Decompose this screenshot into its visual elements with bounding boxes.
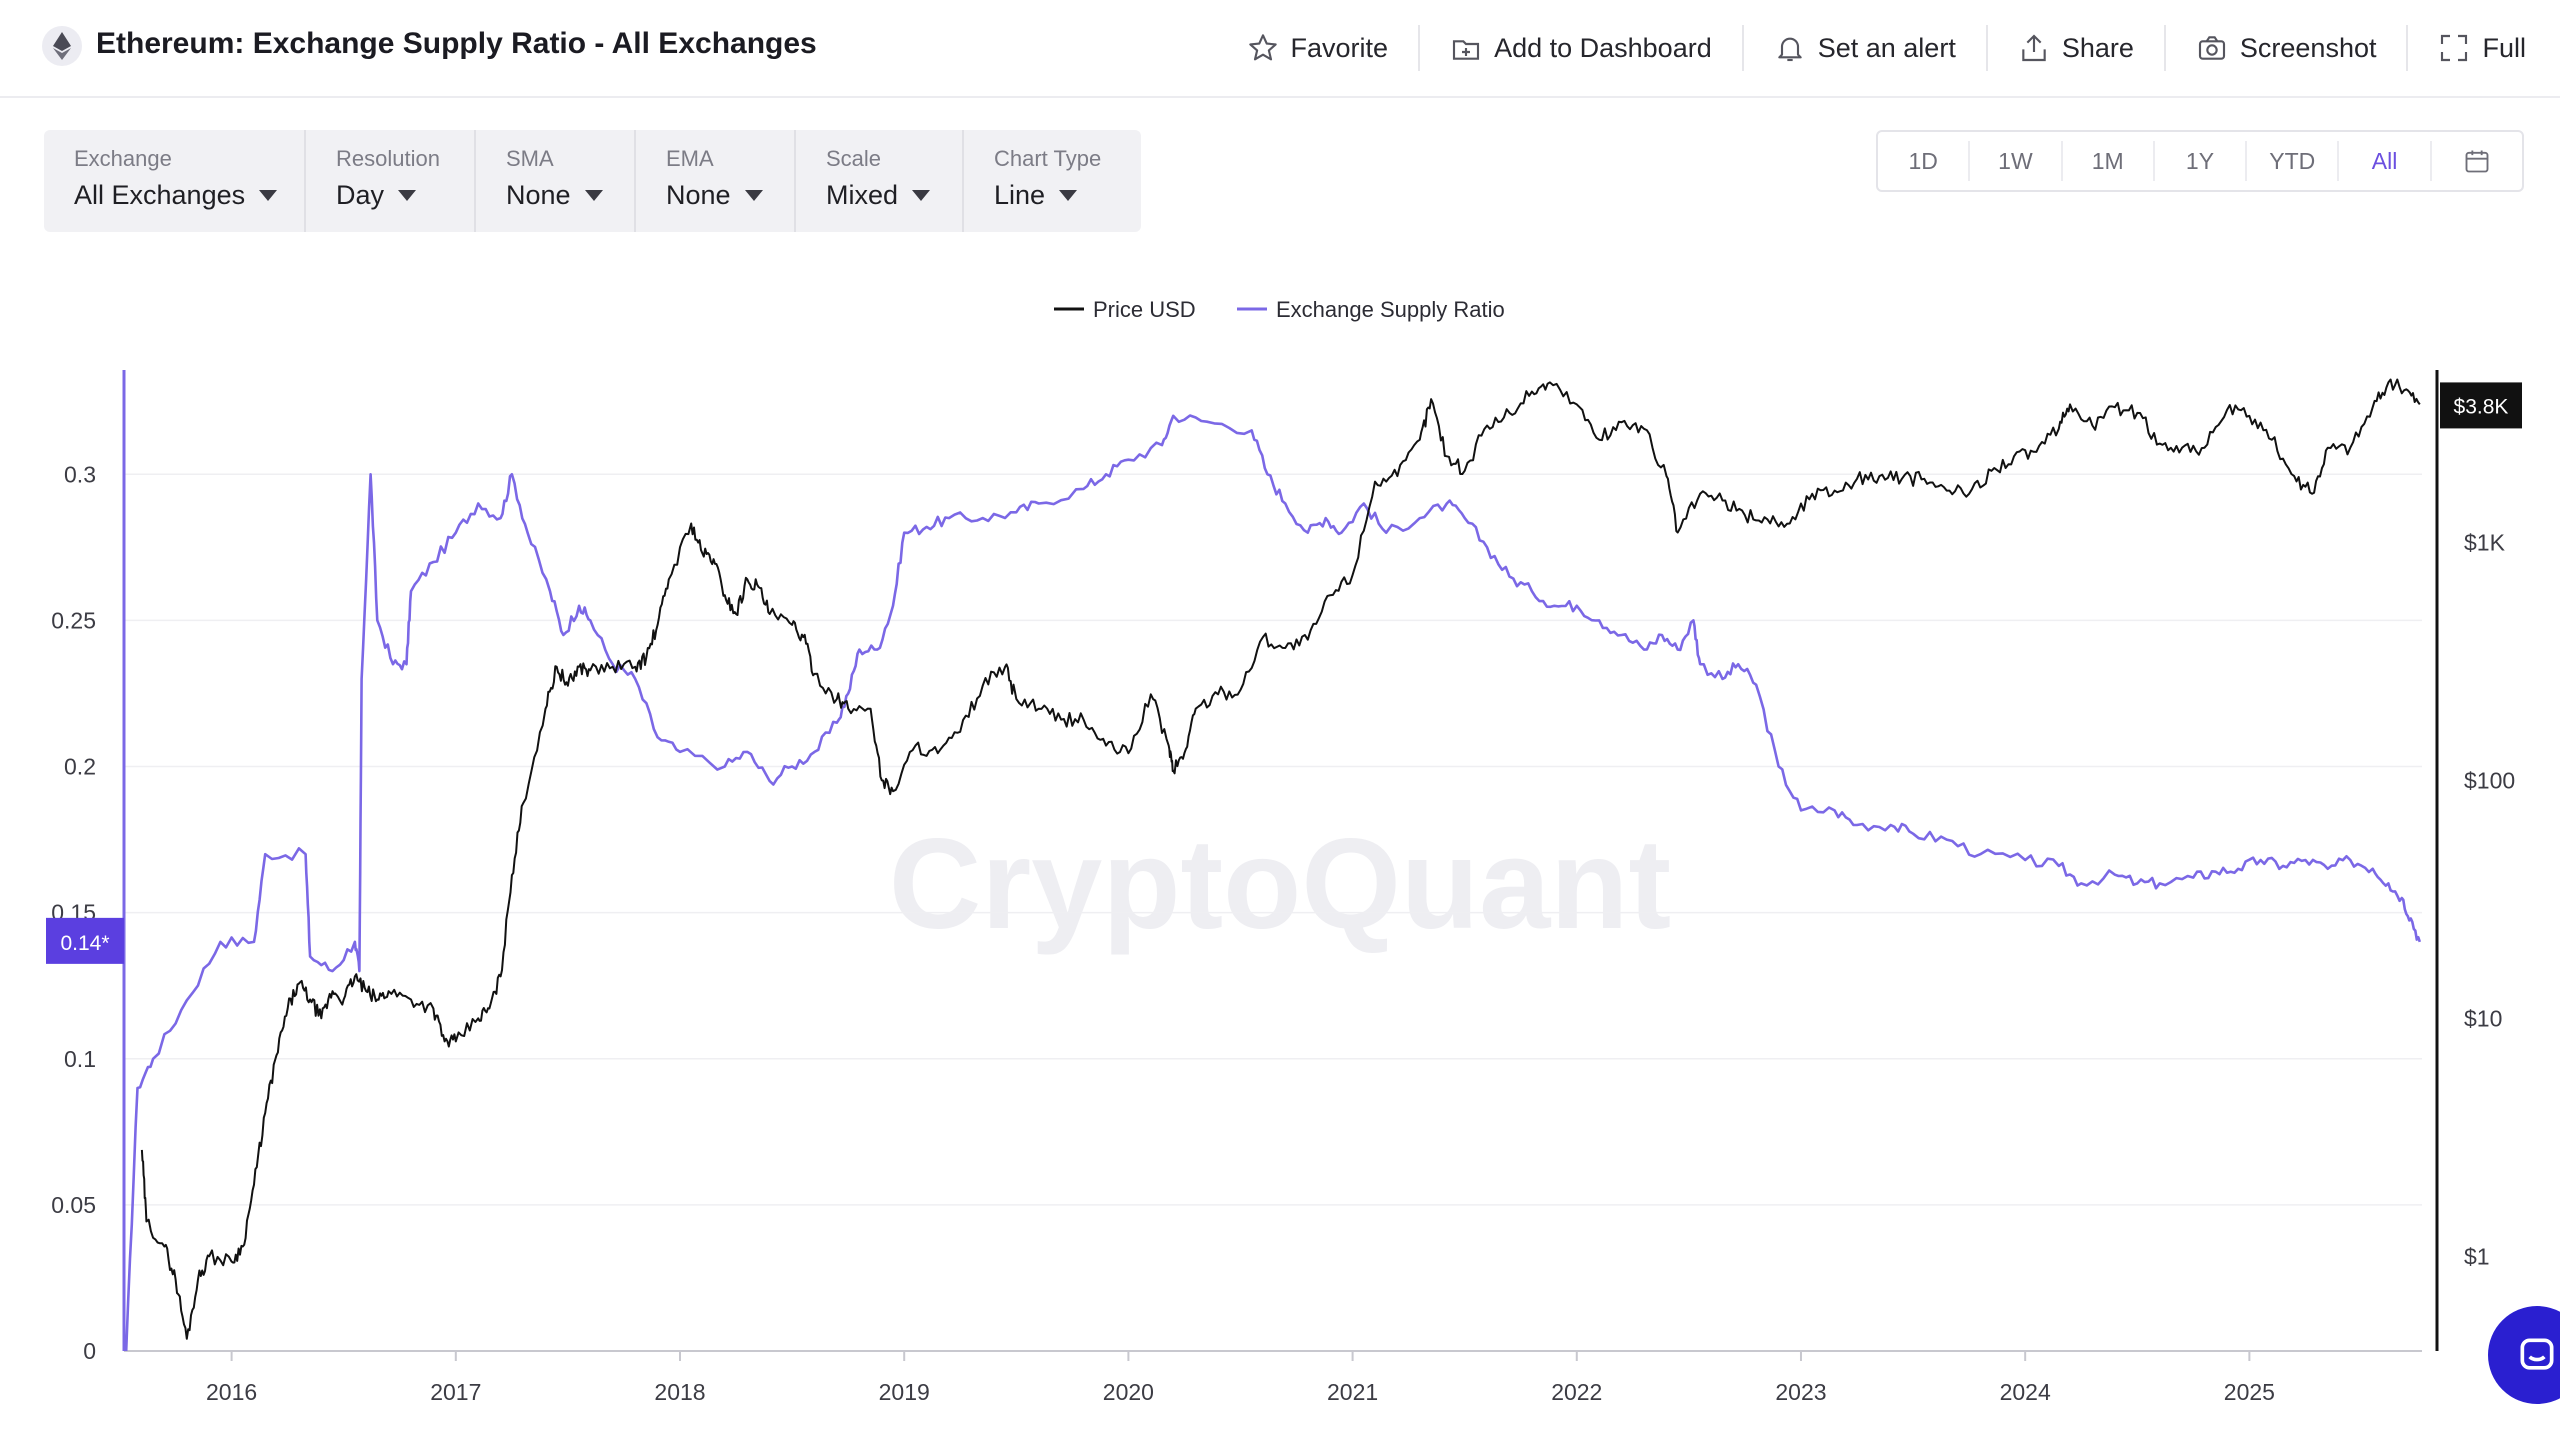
caret-down-icon — [1059, 190, 1078, 201]
scale-select-label: Scale — [826, 146, 882, 171]
set-alert-label: Set an alert — [1817, 32, 1956, 63]
chat-icon — [2520, 1338, 2554, 1370]
exchange-select-value: All Exchanges — [74, 180, 246, 210]
calendar-button[interactable] — [2432, 141, 2522, 181]
left-axis-tick-label: 0 — [83, 1338, 96, 1364]
share-icon — [2022, 34, 2046, 62]
x-axis-tick-label: 2023 — [1775, 1379, 1826, 1405]
share-label: Share — [2061, 32, 2134, 63]
caret-down-icon — [912, 190, 931, 201]
favorite-button[interactable]: Favorite — [1217, 25, 1421, 71]
chart-type-select-label: Chart Type — [994, 146, 1102, 171]
time-range-selector: 1D 1W 1M 1Y YTD All — [1876, 130, 2524, 192]
left-axis-tick-label: 0.3 — [64, 461, 96, 487]
x-axis-tick-label: 2018 — [654, 1379, 705, 1405]
sma-select-label: SMA — [506, 146, 554, 171]
exchange-select-label: Exchange — [74, 146, 172, 171]
right-axis-tick-label: $10 — [2464, 1005, 2502, 1031]
right-axis-tick-label: $1 — [2464, 1243, 2490, 1269]
x-axis-tick-label: 2019 — [879, 1379, 930, 1405]
chart-type-select-value: Line — [994, 180, 1046, 210]
current-ratio-badge-label: 0.14* — [60, 932, 109, 955]
screenshot-button[interactable]: Screenshot — [2166, 25, 2409, 71]
sma-select-value: None — [506, 180, 571, 210]
scale-select[interactable]: Scale Mixed — [796, 130, 964, 232]
range-all-button[interactable]: All — [2339, 141, 2432, 181]
legend-price-label: Price USD — [1093, 297, 1196, 322]
star-icon — [1248, 34, 1277, 61]
scale-select-value: Mixed — [826, 180, 899, 210]
chart-type-select[interactable]: Chart Type Line — [964, 130, 1141, 232]
range-1y-button[interactable]: 1Y — [2155, 141, 2248, 181]
range-1m-button[interactable]: 1M — [2063, 141, 2155, 181]
left-axis-tick-label: 0.2 — [64, 754, 96, 780]
favorite-label: Favorite — [1290, 32, 1389, 63]
watermark: CryptoQuant — [889, 813, 1671, 956]
resolution-select-label: Resolution — [336, 146, 440, 171]
share-button[interactable]: Share — [1988, 25, 2166, 71]
ema-select-label: EMA — [666, 146, 714, 171]
x-axis-tick-label: 2021 — [1327, 1379, 1378, 1405]
price-usd-line — [140, 378, 2421, 1340]
left-axis-tick-label: 0.25 — [51, 607, 96, 633]
add-to-dashboard-button[interactable]: Add to Dashboard — [1420, 25, 1744, 71]
add-to-dashboard-label: Add to Dashboard — [1494, 32, 1712, 63]
caret-down-icon — [398, 190, 417, 201]
chart-controls: Exchange All Exchanges Resolution Day SM… — [44, 130, 1141, 232]
fullscreen-button[interactable]: Full — [2408, 25, 2560, 71]
caret-down-icon — [744, 190, 763, 201]
right-axis-tick-label: $100 — [2464, 767, 2515, 793]
exchange-supply-ratio-line — [124, 414, 2422, 1352]
current-price-badge — [2440, 382, 2522, 429]
sma-select[interactable]: SMA None — [476, 130, 636, 232]
bell-icon — [1778, 37, 1802, 62]
set-alert-button[interactable]: Set an alert — [1744, 25, 1988, 71]
top-bar: Ethereum: Exchange Supply Ratio - All Ex… — [0, 0, 2560, 98]
legend-ratio-label: Exchange Supply Ratio — [1276, 297, 1505, 322]
resolution-select-value: Day — [336, 180, 385, 210]
camera-icon — [2198, 36, 2225, 60]
page-title: Ethereum: Exchange Supply Ratio - All Ex… — [96, 27, 817, 60]
x-axis-tick-label: 2022 — [1551, 1379, 1602, 1405]
current-ratio-badge — [46, 917, 124, 964]
chat-support-button[interactable] — [2488, 1306, 2560, 1404]
dashboard-add-icon — [1453, 40, 1480, 60]
header-actions: Favorite Add to Dashboard Set an alert S… — [1217, 0, 2560, 96]
caret-down-icon — [584, 190, 603, 201]
range-ytd-button[interactable]: YTD — [2247, 141, 2340, 181]
left-axis-tick-label: 0.1 — [64, 1046, 96, 1072]
screenshot-label: Screenshot — [2239, 32, 2377, 63]
range-1w-button[interactable]: 1W — [1970, 141, 2063, 181]
calendar-icon — [2465, 150, 2489, 173]
resolution-select[interactable]: Resolution Day — [306, 130, 476, 232]
caret-down-icon — [259, 190, 278, 201]
left-axis-tick-label: 0.05 — [51, 1192, 96, 1218]
ema-select-value: None — [666, 180, 731, 210]
x-axis-tick-label: 2025 — [2224, 1379, 2275, 1405]
x-axis-tick-label: 2020 — [1103, 1379, 1154, 1405]
range-1d-button[interactable]: 1D — [1878, 141, 1971, 181]
fullscreen-icon — [2441, 34, 2468, 62]
current-price-badge-label: $3.8K — [2454, 395, 2509, 418]
fullscreen-label: Full — [2482, 32, 2526, 63]
ema-select[interactable]: EMA None — [636, 130, 796, 232]
exchange-select[interactable]: Exchange All Exchanges — [44, 130, 306, 232]
right-axis-tick-label: $1K — [2464, 529, 2506, 555]
x-axis-tick-label: 2016 — [206, 1379, 257, 1405]
x-axis-tick-label: 2024 — [2000, 1379, 2051, 1405]
x-axis-tick-label: 2017 — [430, 1379, 481, 1405]
ethereum-icon — [42, 26, 82, 66]
